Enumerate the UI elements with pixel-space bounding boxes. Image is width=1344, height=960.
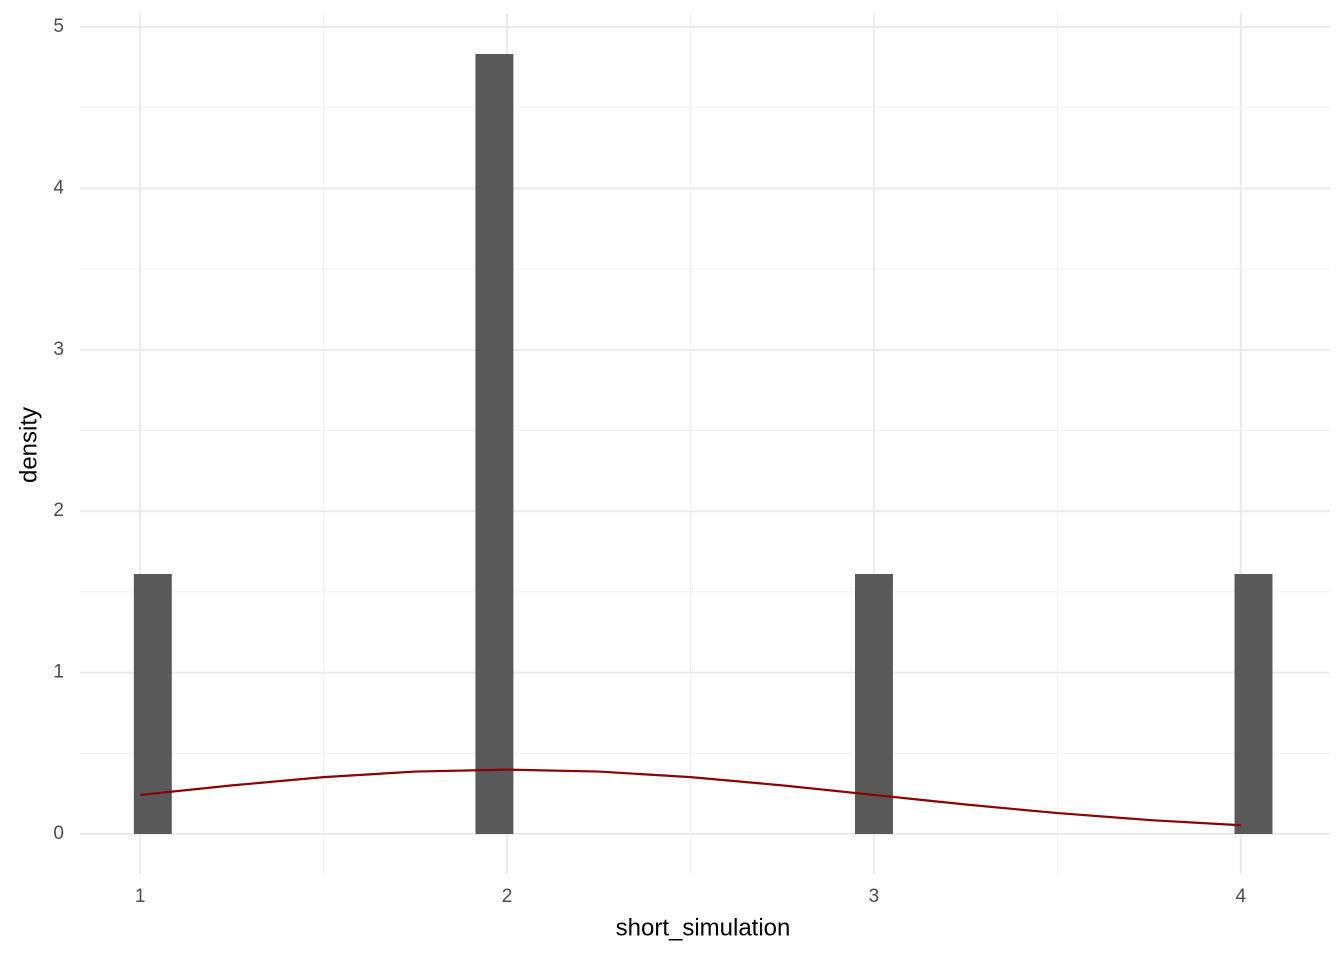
y-tick-label: 1	[53, 662, 64, 683]
x-tick-label: 3	[869, 886, 880, 907]
y-tick-label: 0	[53, 823, 64, 844]
bar	[133, 573, 172, 834]
bar	[1234, 573, 1273, 834]
y-tick-label: 3	[53, 339, 64, 360]
y-axis-title: density	[15, 407, 42, 483]
bar	[854, 573, 893, 834]
y-tick-label: 4	[53, 177, 64, 198]
y-tick-label: 5	[53, 16, 64, 37]
x-tick-label: 1	[135, 886, 146, 907]
density-line	[140, 768, 1241, 827]
x-tick-label: 2	[502, 886, 513, 907]
y-tick-label: 2	[53, 500, 64, 521]
bar	[475, 53, 514, 834]
x-axis-title: short_simulation	[616, 914, 791, 941]
x-tick-label: 4	[1236, 886, 1247, 907]
